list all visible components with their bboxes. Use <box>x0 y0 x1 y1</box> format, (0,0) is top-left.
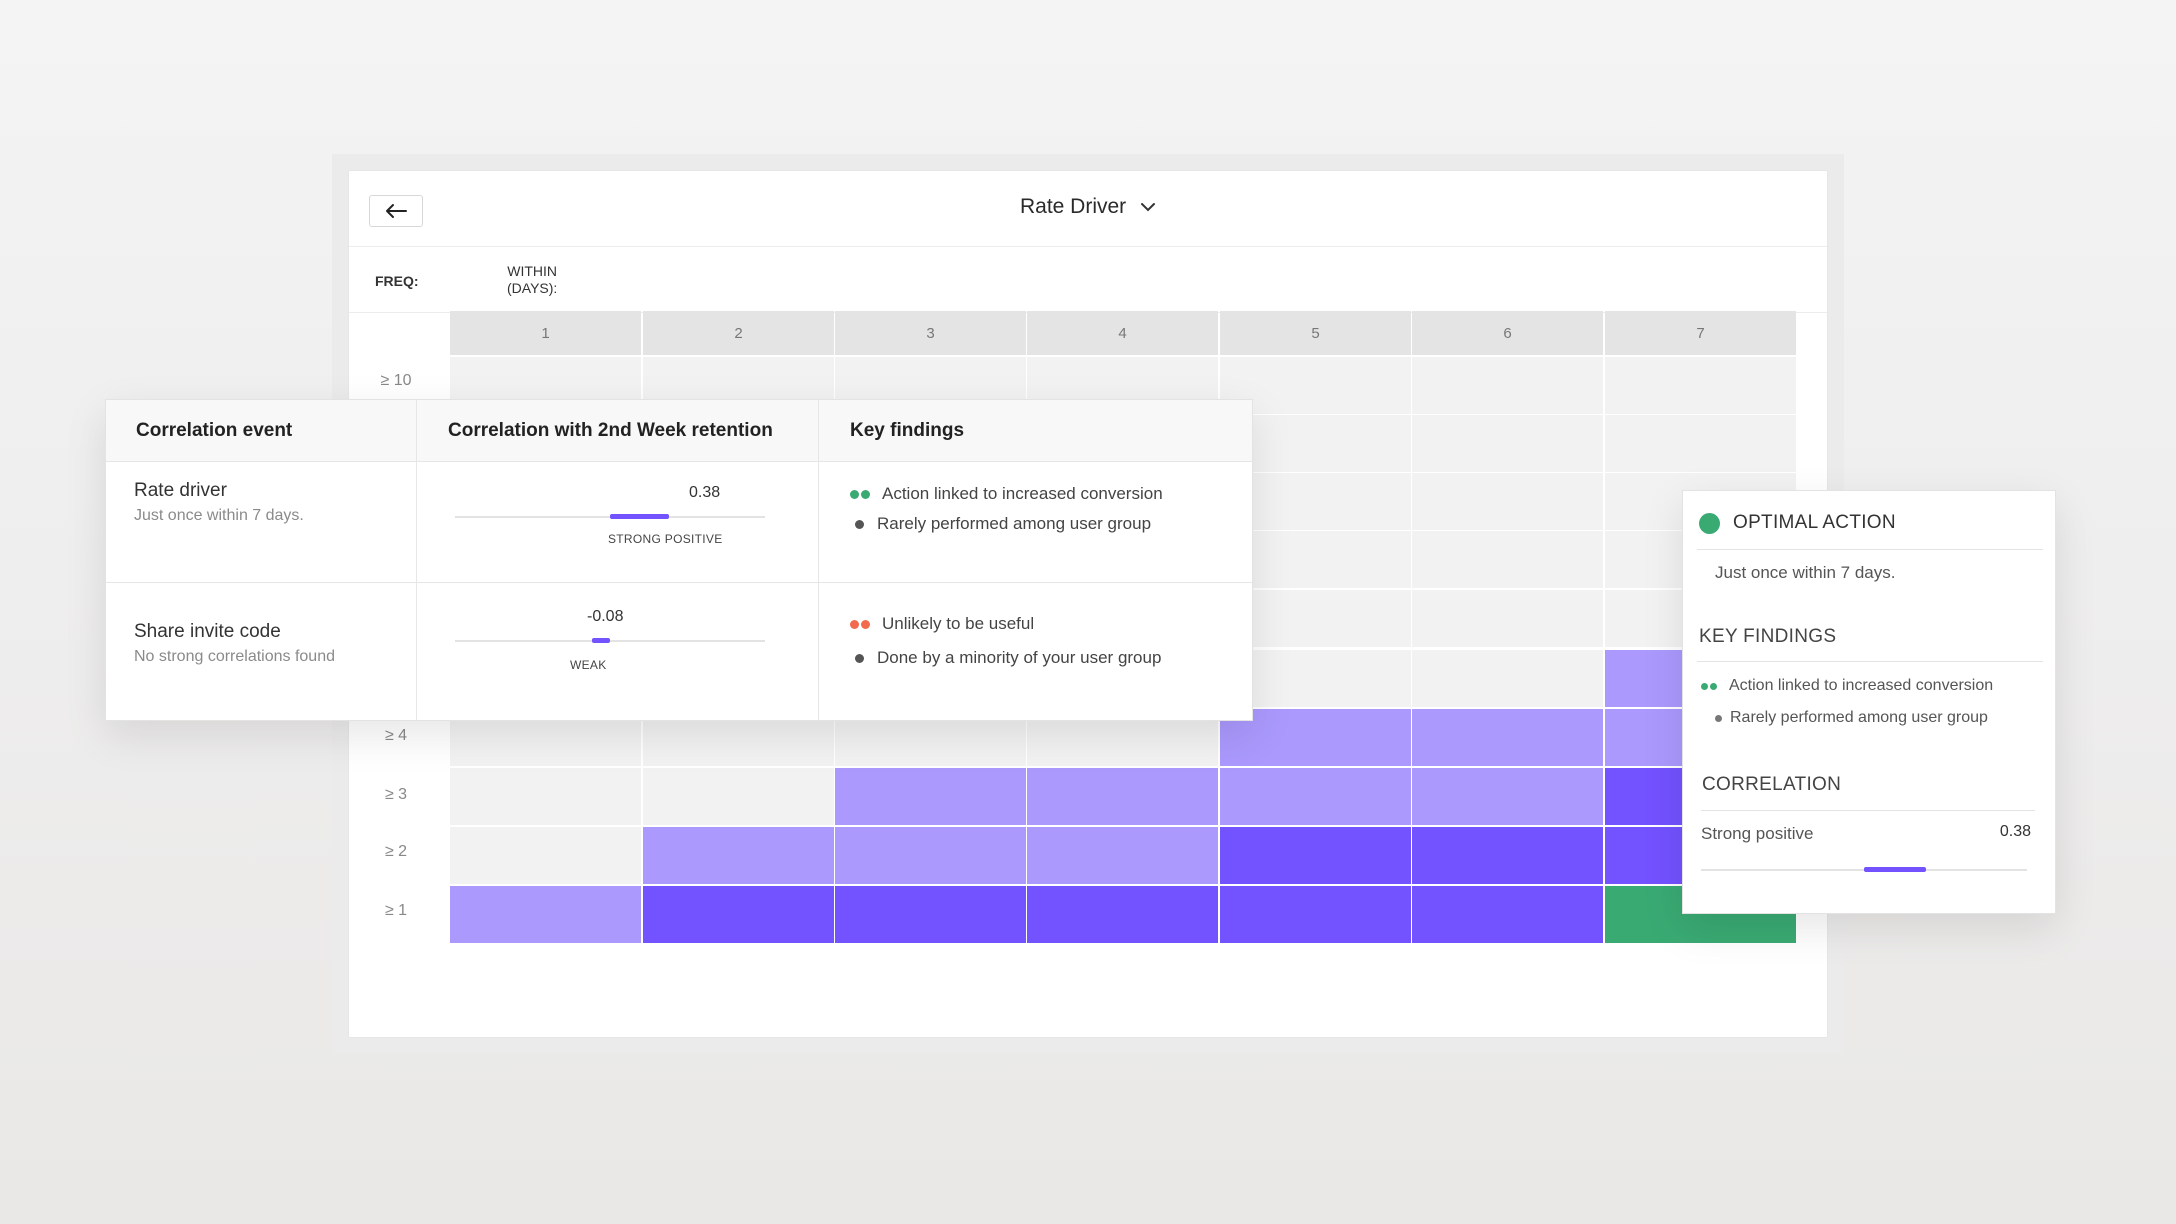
dot-grey-icon <box>855 519 864 529</box>
event-name: Share invite code <box>134 621 281 642</box>
column-header: 3 <box>835 311 1026 355</box>
row-label: ≥ 1 <box>384 902 408 919</box>
page-title[interactable]: Rate Driver <box>349 195 1827 219</box>
arrow-left-icon <box>386 204 407 218</box>
row-label: ≥ 2 <box>384 843 408 860</box>
optimal-action-description: Just once within 7 days. <box>1715 563 1896 582</box>
grid-cell[interactable] <box>1412 709 1603 766</box>
correlation-value: 0.38 <box>1999 823 2031 840</box>
event-description: Just once within 7 days. <box>134 507 304 524</box>
column-header: 5 <box>1220 311 1411 355</box>
grid-cell[interactable] <box>835 827 1026 884</box>
grid-cell[interactable] <box>1605 415 1796 472</box>
optimal-action-card: OPTIMAL ACTION Just once within 7 days. … <box>1682 490 2056 914</box>
optimal-action-title: OPTIMAL ACTION <box>1733 512 1896 533</box>
within-label-line2: (DAYS): <box>507 280 558 296</box>
correlation-table-card: Correlation event Correlation with 2nd W… <box>105 399 1253 721</box>
optimal-status-dot-icon <box>1699 513 1720 534</box>
grid-cell[interactable] <box>1412 650 1603 707</box>
finding-text: Unlikely to be useful <box>882 614 1035 633</box>
finding-text: Rarely performed among user group <box>1730 709 1988 726</box>
row-label: ≥ 10 <box>380 372 412 389</box>
grid-cell[interactable] <box>1027 768 1218 825</box>
correlation-bar <box>1864 867 1926 872</box>
header-key-findings: Key findings <box>850 420 965 441</box>
finding-text: Rarely performed among user group <box>877 514 1152 533</box>
column-header: 2 <box>643 311 834 355</box>
correlation-strength: WEAK <box>570 658 607 672</box>
column-header: 1 <box>450 311 641 355</box>
grid-cell[interactable] <box>1220 827 1411 884</box>
row-label: ≥ 4 <box>384 727 408 744</box>
grid-cell[interactable] <box>1605 357 1796 414</box>
correlation-label: Strong positive <box>1701 824 1814 843</box>
divider <box>1697 549 2043 550</box>
finding-text: Action linked to increased conversion <box>882 484 1163 503</box>
grid-axis-header: FREQ: WITHIN (DAYS): <box>349 247 1827 313</box>
grid-cell[interactable] <box>1220 768 1411 825</box>
grid-cell[interactable] <box>1027 886 1218 943</box>
column-header: 4 <box>1027 311 1218 355</box>
correlation-table-header: Correlation event Correlation with 2nd W… <box>106 400 1252 462</box>
event-description: No strong correlations found <box>134 648 335 665</box>
finding-item: Rarely performed among user group <box>850 514 1151 534</box>
finding-text: Action linked to increased conversion <box>1729 677 1994 694</box>
grid-cell[interactable] <box>1220 886 1411 943</box>
grid-cell[interactable] <box>1412 886 1603 943</box>
grid-cell[interactable] <box>835 768 1026 825</box>
double-dot-green-icon <box>850 489 872 499</box>
grid-cell[interactable] <box>450 886 641 943</box>
grid-cell[interactable] <box>1027 827 1218 884</box>
grid-cell[interactable] <box>643 886 834 943</box>
row-divider <box>106 582 1252 583</box>
within-label-line1: WITHIN <box>507 263 558 279</box>
grid-cell[interactable] <box>835 886 1026 943</box>
column-header: 6 <box>1412 311 1603 355</box>
column-divider <box>818 400 819 720</box>
header-correlation-event: Correlation event <box>136 420 293 441</box>
header-correlation-value: Correlation with 2nd Week retention <box>448 420 773 441</box>
dot-grey-icon <box>1715 714 1722 722</box>
correlation-bar <box>610 514 669 519</box>
correlation-track <box>455 640 765 642</box>
grid-cell[interactable] <box>450 768 641 825</box>
grid-cell[interactable] <box>450 827 641 884</box>
finding-item: Unlikely to be useful <box>850 614 1034 634</box>
page-title-text: Rate Driver <box>1019 195 1127 218</box>
correlation-value: -0.08 <box>587 608 624 625</box>
grid-cell[interactable] <box>1412 768 1603 825</box>
grid-cell[interactable] <box>1412 415 1603 472</box>
grid-cell[interactable] <box>643 768 834 825</box>
correlation-title: CORRELATION <box>1702 774 1842 795</box>
finding-item: Action linked to increased conversion <box>850 484 1163 504</box>
finding-item: Action linked to increased conversion <box>1701 677 1993 695</box>
correlation-value: 0.38 <box>689 484 721 501</box>
dot-grey-icon <box>855 653 864 663</box>
event-name: Rate driver <box>134 480 227 501</box>
double-dot-red-icon <box>850 619 872 629</box>
grid-cell[interactable] <box>1412 827 1603 884</box>
back-button[interactable] <box>369 195 423 227</box>
double-dot-green-icon <box>1701 682 1719 690</box>
divider <box>1701 810 2035 811</box>
grid-cell[interactable] <box>643 827 834 884</box>
grid-cell[interactable] <box>1412 357 1603 414</box>
grid-cell[interactable] <box>1412 531 1603 588</box>
grid-cell[interactable] <box>1412 473 1603 530</box>
correlation-bar <box>592 638 610 643</box>
key-findings-title: KEY FINDINGS <box>1699 626 1837 647</box>
chevron-down-icon <box>1141 203 1156 212</box>
column-header: 7 <box>1605 311 1796 355</box>
divider <box>1697 661 2043 662</box>
finding-text: Done by a minority of your user group <box>877 648 1162 667</box>
correlation-strength: STRONG POSITIVE <box>608 532 723 546</box>
within-label: WITHIN (DAYS): <box>507 263 557 297</box>
column-divider <box>416 400 417 720</box>
row-label: ≥ 3 <box>384 786 408 803</box>
top-bar: Rate Driver <box>349 171 1827 247</box>
finding-item: Done by a minority of your user group <box>850 648 1161 668</box>
finding-item: Rarely performed among user group <box>1701 709 1988 727</box>
grid-cell[interactable] <box>1412 590 1603 647</box>
freq-label: FREQ: <box>375 273 419 289</box>
